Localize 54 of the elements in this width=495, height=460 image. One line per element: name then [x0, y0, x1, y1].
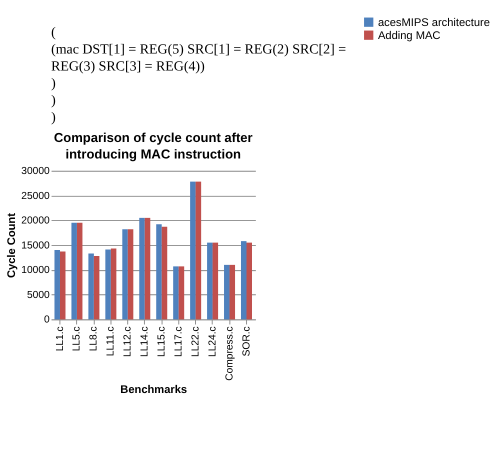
- bar: [105, 250, 111, 320]
- bar: [128, 229, 134, 320]
- x-tick-label: LL11.c: [106, 326, 117, 356]
- text: (: [51, 25, 56, 40]
- bar: [224, 264, 230, 320]
- bar: [54, 250, 60, 320]
- x-axis-title: Benchmarks: [120, 384, 188, 396]
- bar: [173, 266, 179, 320]
- legend-label: Adding MAC: [378, 30, 440, 42]
- x-tick-label: SOR.c: [241, 326, 252, 356]
- text: ): [51, 76, 56, 92]
- x-tick-label: LL22.c: [190, 326, 202, 357]
- x-tick-label: Compress.c: [224, 326, 236, 381]
- bar: [196, 182, 202, 320]
- y-axis-title: Cycle Count: [6, 212, 18, 278]
- chart-title: Comparison of cycle count after introducing MAC instruction: [54, 130, 253, 162]
- bar: [190, 182, 196, 320]
- x-tick-label: LL17.c: [173, 326, 184, 357]
- bar: [71, 222, 77, 320]
- y-tick-label: 5000: [26, 290, 50, 301]
- bar: [144, 218, 150, 320]
- y-tick-label: 15000: [21, 240, 50, 252]
- x-tick-label: LL8.c: [88, 326, 100, 352]
- bar: [88, 253, 94, 320]
- y-tick-label: 0: [44, 314, 50, 326]
- x-tick-label: LL5.c: [72, 326, 83, 352]
- x-tick-label: LL24.c: [207, 326, 218, 357]
- bar: [122, 229, 128, 320]
- y-tick-label: 25000: [21, 190, 50, 202]
- bar: [156, 224, 162, 320]
- bar: [246, 242, 252, 320]
- y-tick-label: 20000: [21, 216, 50, 227]
- bar: [212, 242, 218, 320]
- bar: [230, 264, 236, 320]
- bar: [139, 218, 145, 320]
- y-tick-label: 10000: [21, 265, 50, 276]
- x-tick-label: LL15.c: [156, 326, 168, 357]
- text: REG(3) SRC[3] = REG(4)): [51, 59, 206, 74]
- text: ): [51, 93, 56, 108]
- legend-label: acesMIPS architecture: [378, 16, 490, 29]
- x-tick-label: LL14.c: [140, 326, 151, 357]
- bar: [178, 266, 184, 320]
- bar: [94, 256, 100, 320]
- bar: [60, 252, 66, 320]
- bar: [76, 222, 82, 320]
- bar: [110, 248, 116, 320]
- text: (mac DST[1] = REG(5) SRC[1] = REG(2) SRC[2] =: [51, 42, 346, 58]
- x-tick-label: LL1.c: [54, 326, 66, 352]
- bar: [240, 241, 246, 320]
- bar: [207, 242, 213, 320]
- x-tick-label: LL12.c: [122, 326, 134, 357]
- bar: [162, 226, 168, 320]
- y-tick-label: 30000: [21, 166, 50, 178]
- text: ): [51, 110, 56, 126]
